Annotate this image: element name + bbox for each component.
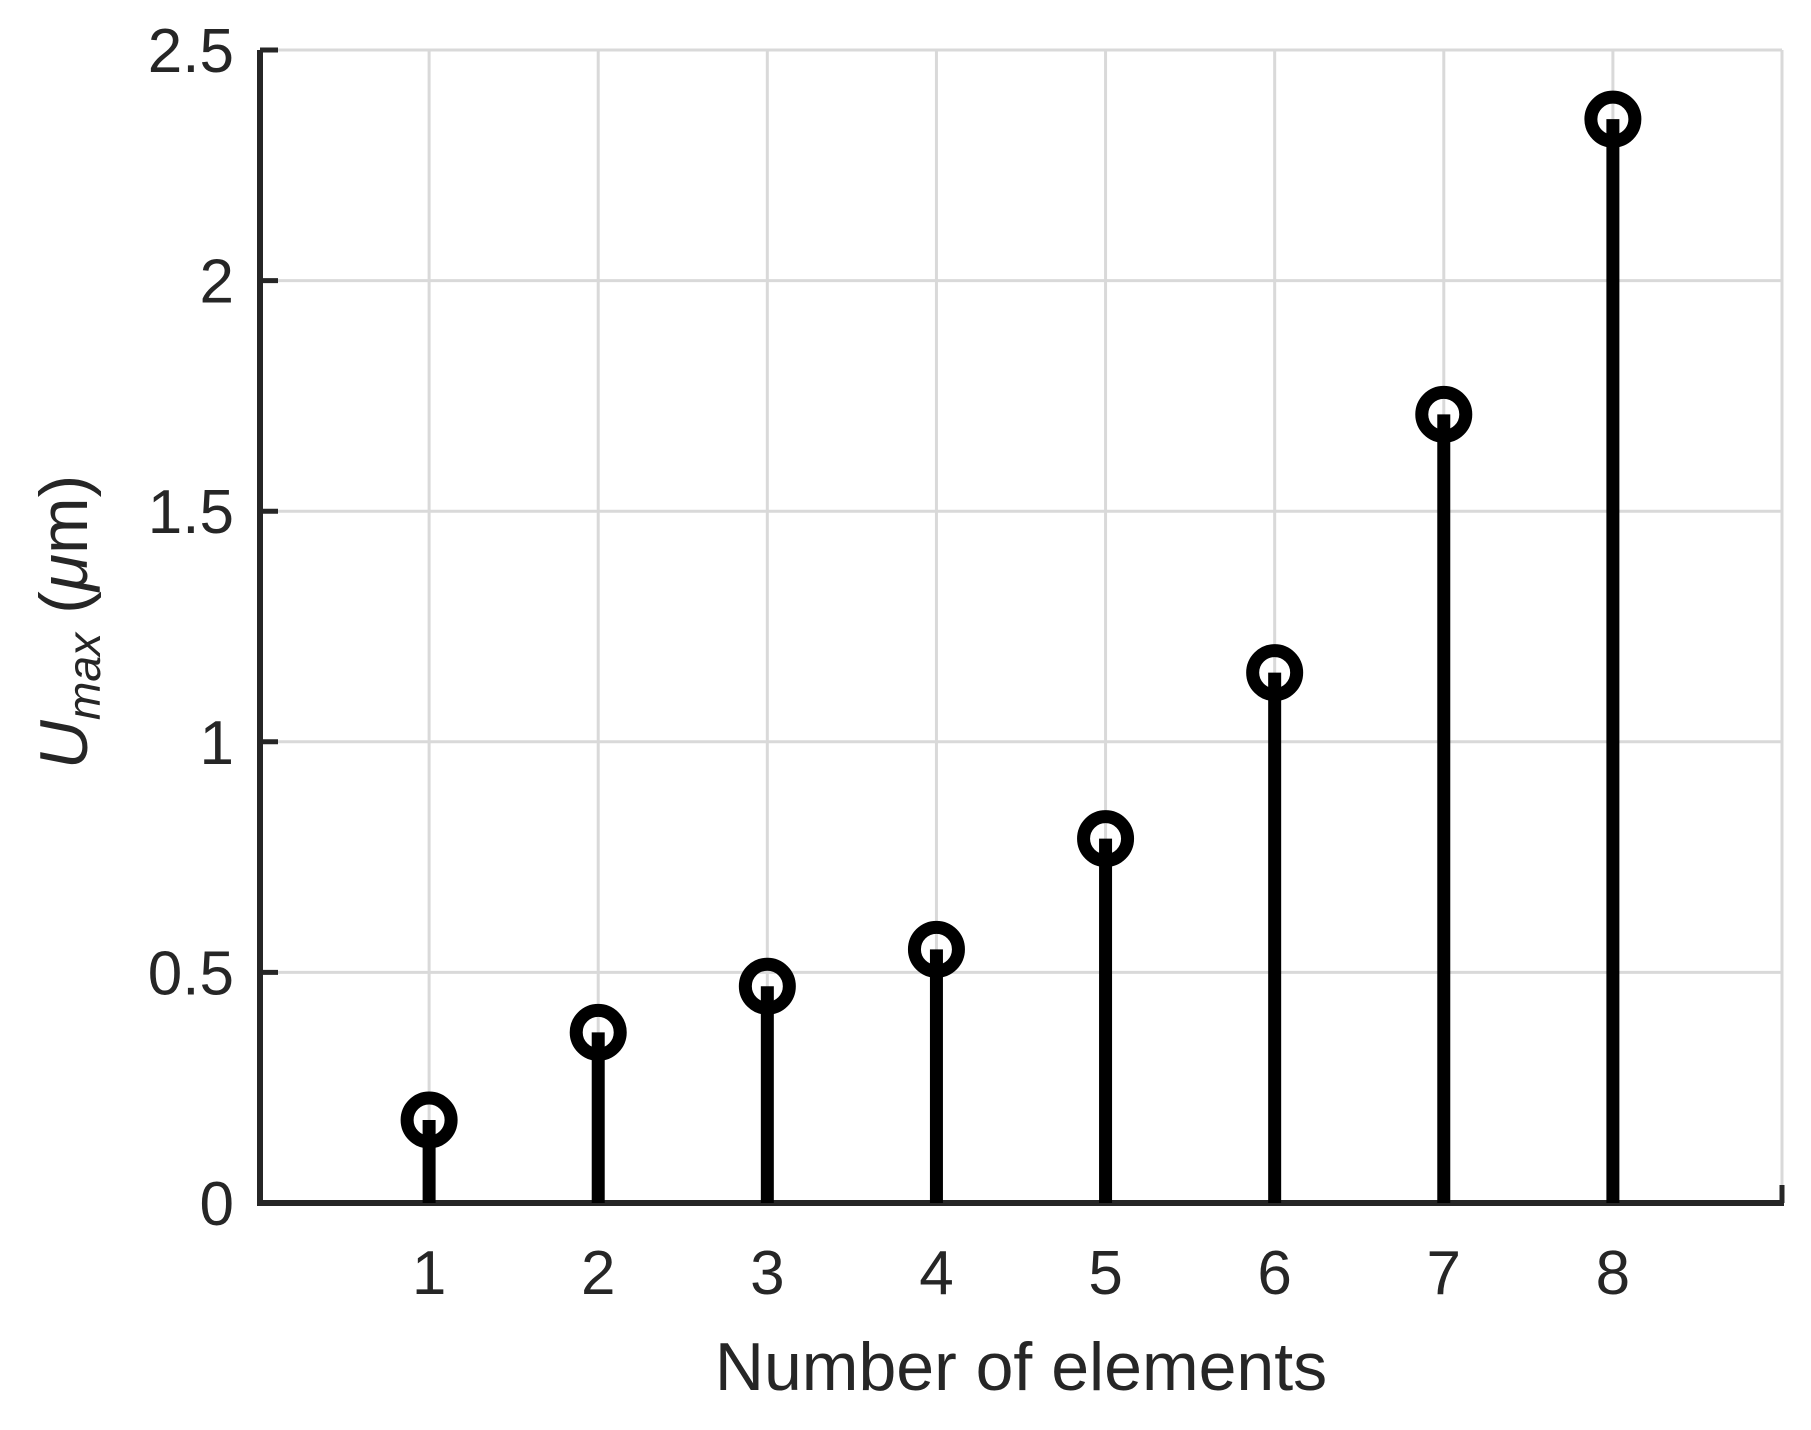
y-tick-label: 1 (200, 709, 234, 778)
stem-marker-5 (1077, 810, 1135, 868)
stem-marker-8 (1584, 90, 1642, 148)
y-axis-subscript: max (57, 632, 110, 721)
y-axis-unit-close: m) (26, 474, 103, 555)
x-tick-label: 3 (750, 1239, 784, 1308)
stem-marker-2 (569, 1003, 627, 1061)
y-axis-label: Umax (μm) (25, 475, 111, 770)
x-tick-label: 2 (581, 1239, 615, 1308)
x-tick-label: 5 (1088, 1239, 1122, 1308)
x-axis-label: Number of elements (714, 1329, 1328, 1405)
y-axis-variable: U (26, 720, 103, 770)
y-tick-label: 0 (200, 1170, 234, 1239)
x-tick-label: 4 (919, 1239, 953, 1308)
stem-marker-7 (1415, 385, 1473, 443)
stem-marker-1 (400, 1091, 458, 1149)
y-tick-label: 0.5 (148, 939, 234, 1008)
y-tick-label: 2.5 (148, 17, 234, 86)
stem-marker-6 (1246, 644, 1304, 702)
x-tick-label: 8 (1596, 1239, 1630, 1308)
y-axis-mu: μ (26, 554, 103, 592)
stem-marker-3 (738, 957, 796, 1015)
x-tick-label: 1 (412, 1239, 446, 1308)
x-tick-label: 6 (1257, 1239, 1291, 1308)
stem-marker-4 (907, 920, 965, 978)
y-tick-label: 2 (200, 248, 234, 317)
y-axis-unit-open: ( (26, 591, 103, 633)
x-tick-label: 7 (1427, 1239, 1461, 1308)
y-tick-label: 1.5 (148, 478, 234, 547)
